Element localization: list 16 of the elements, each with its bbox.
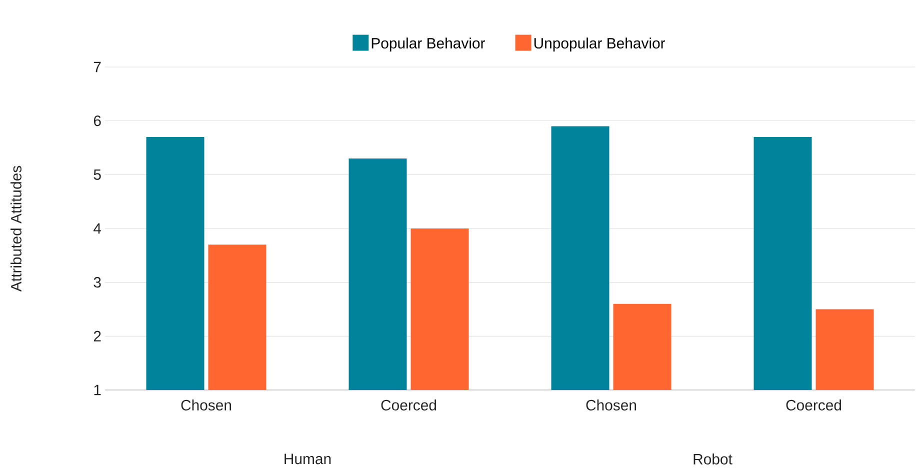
legend-label: Unpopular Behavior — [534, 38, 666, 52]
y-tick-label: 6 — [94, 116, 101, 126]
text: Human — [284, 454, 331, 464]
y-tick-label: 3 — [94, 277, 101, 288]
text: Robot — [694, 453, 732, 464]
x-tick-label: Chosen — [181, 400, 232, 410]
legend-label: Popular Behavior — [372, 38, 485, 52]
y-tick-label: 4 — [94, 223, 102, 234]
y-tick-label: 5 — [94, 169, 101, 180]
y-tick-label: 1 — [94, 384, 101, 396]
x-tick-label: Chosen — [586, 400, 636, 410]
y-tick-label: 2 — [94, 330, 101, 342]
x-tick-label: Coerced — [381, 400, 436, 410]
y-axis-title: Attributed Attitudes — [10, 166, 22, 292]
x-tick-label: Coerced — [786, 400, 842, 410]
y-tick-label: 7 — [94, 62, 101, 72]
